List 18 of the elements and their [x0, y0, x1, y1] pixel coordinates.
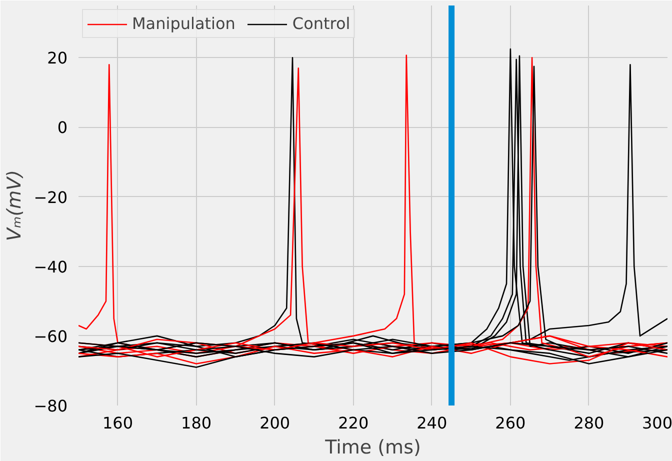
legend-label: Control [292, 14, 350, 33]
y-tick-label: 0 [57, 118, 68, 138]
x-tick-label: 240 [416, 414, 448, 432]
y-tick-label: −40 [34, 257, 68, 276]
x-tick-label: 280 [574, 414, 604, 432]
x-tick-label: 180 [181, 414, 212, 432]
y-tick-label: 20 [47, 48, 68, 68]
x-tick-label: 300 [642, 414, 672, 432]
y-tick-label: −60 [34, 326, 68, 346]
legend-label: Manipulation [132, 14, 236, 33]
x-axis-title: Time (ms) [324, 436, 421, 458]
y-axis-title: Vₘ(mV) [4, 170, 26, 242]
x-tick-label: 200 [260, 414, 290, 432]
y-tick-label: −80 [34, 396, 68, 416]
y-tick-label: −20 [34, 188, 68, 207]
x-tick-label: 260 [495, 414, 526, 432]
x-tick-label: 160 [102, 414, 134, 432]
x-tick-label: 220 [338, 414, 369, 432]
